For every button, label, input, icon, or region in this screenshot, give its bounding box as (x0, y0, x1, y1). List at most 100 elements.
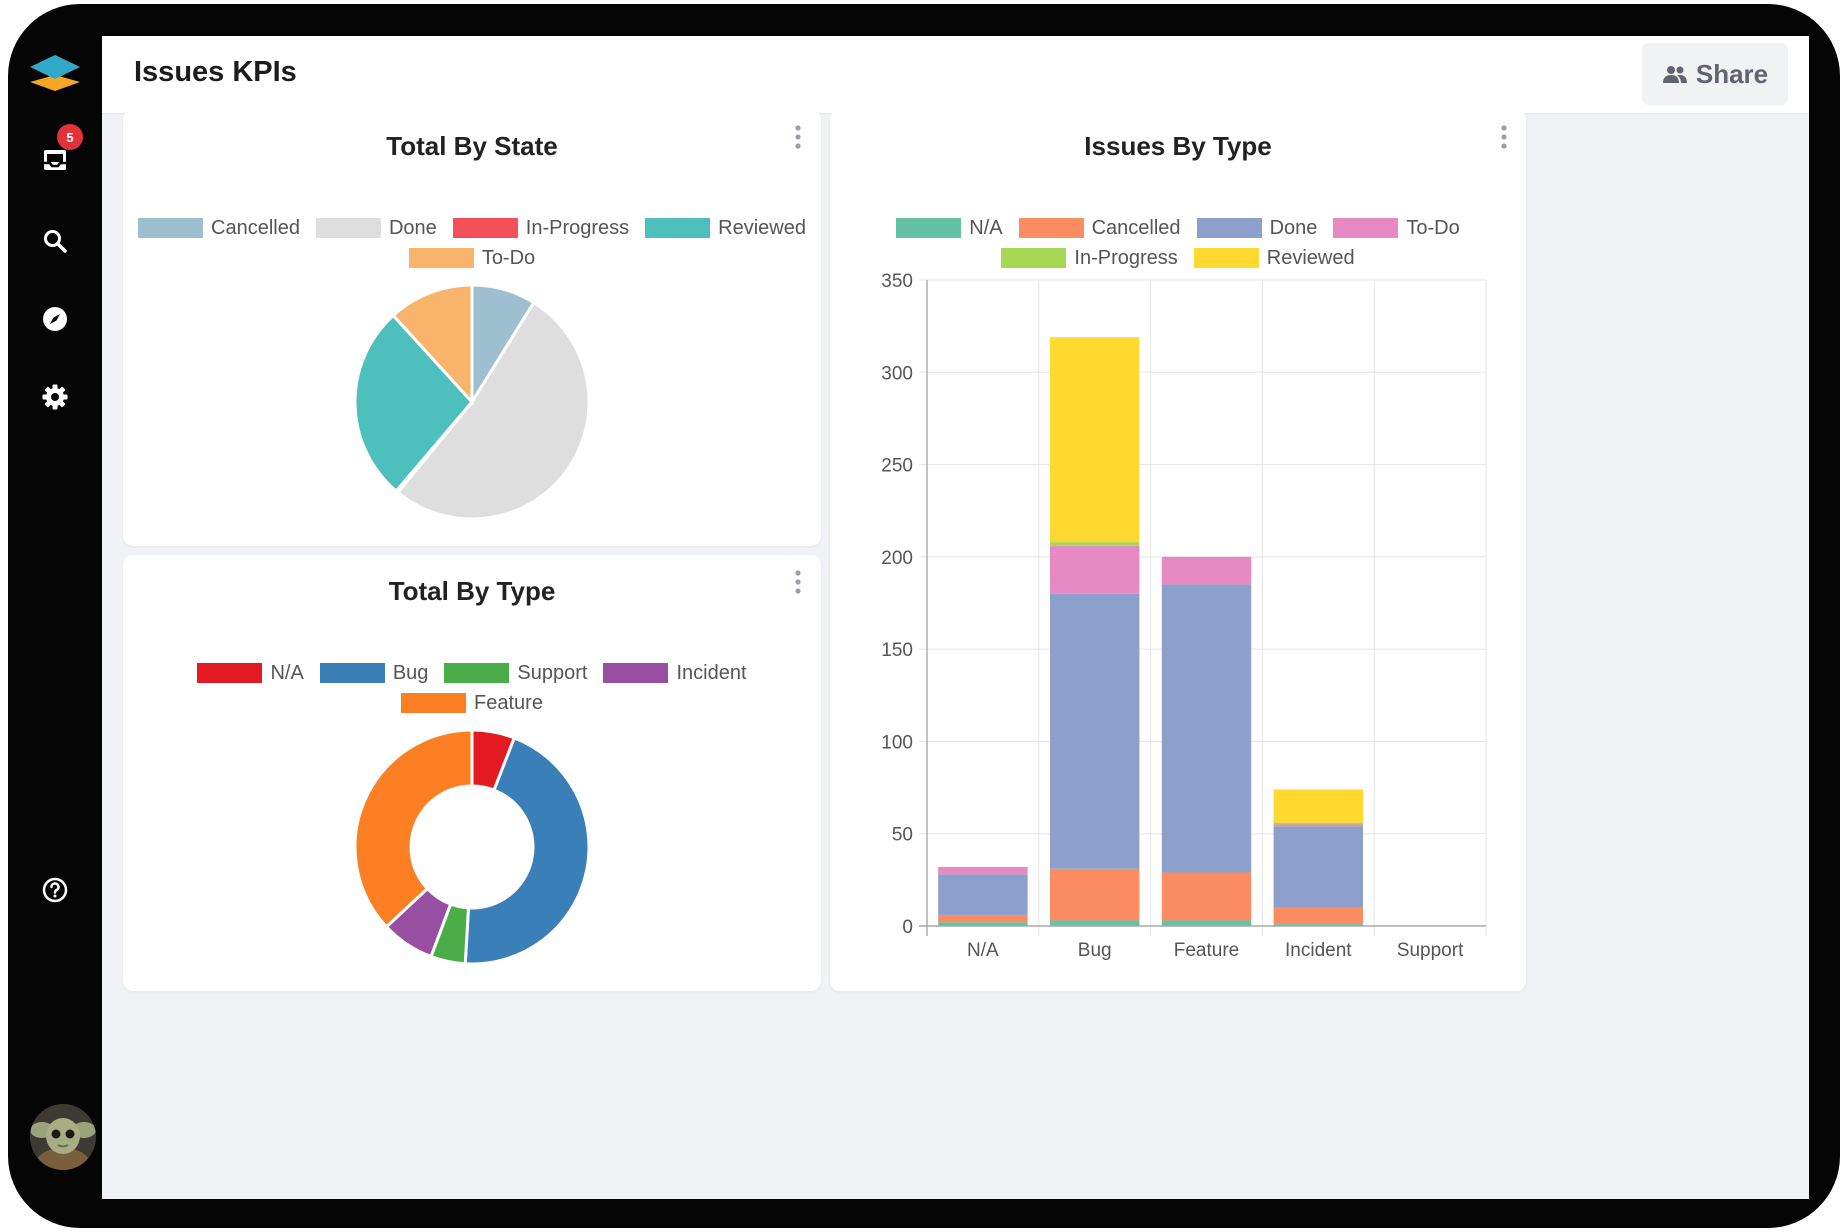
pie-slice-reviewed[interactable] (353, 313, 474, 494)
bar-segment-incident-cancelled[interactable] (1273, 907, 1364, 925)
legend-swatch (1018, 218, 1084, 238)
legend-item[interactable]: Cancelled (1018, 216, 1181, 240)
legend-item[interactable]: In-Progress (452, 217, 629, 240)
legend-item[interactable]: Done (1196, 216, 1318, 240)
sidebar: 5 (8, 4, 102, 1228)
bar-segment-incident-n-a[interactable] (1273, 924, 1364, 926)
card-title: Total By Type (388, 576, 556, 606)
legend-label: Reviewed (1266, 246, 1355, 269)
app-logo[interactable] (27, 48, 83, 96)
legend-swatch (197, 663, 263, 683)
inbox-button[interactable]: 5 (31, 124, 83, 184)
bar-segment-feature-n-a[interactable] (1161, 920, 1252, 926)
y-tick-label: 50 (892, 825, 913, 846)
user-avatar[interactable] (30, 1104, 96, 1170)
bar-segment-n-a-to-do[interactable] (938, 866, 1028, 875)
card-title: Total By State (386, 131, 558, 161)
legend-item[interactable]: Reviewed (645, 217, 806, 240)
settings-button[interactable] (31, 373, 79, 421)
main-content: Issues KPIs Share Total By State Cancell… (102, 36, 1809, 1199)
legend-item[interactable]: Incident (603, 661, 747, 685)
legend-label: Incident (676, 661, 747, 684)
legend-item[interactable]: Bug (319, 661, 429, 685)
y-tick-label: 350 (881, 271, 913, 292)
legend-row: In-Progress Reviewed (830, 243, 1526, 273)
legend-swatch (603, 663, 669, 683)
legend-label: Cancelled (1091, 216, 1181, 239)
legend-item[interactable]: Feature (401, 692, 543, 715)
bar-segment-incident-to-do[interactable] (1273, 824, 1364, 827)
bar-segment-bug-to-do[interactable] (1049, 545, 1140, 594)
more-options-icon[interactable] (788, 122, 808, 158)
legend-label: To-Do (481, 246, 536, 269)
y-tick-label: 200 (881, 548, 913, 569)
pie-slice-bug[interactable] (463, 735, 591, 966)
bar-segment-feature-cancelled[interactable] (1161, 872, 1252, 921)
x-tick-label: Incident (1285, 940, 1352, 961)
explore-button[interactable] (31, 295, 79, 343)
compass-icon (43, 307, 67, 331)
donut-chart-total-by-type (353, 728, 591, 966)
legend-swatch (645, 218, 711, 238)
help-button[interactable] (31, 866, 79, 914)
legend-label: Feature (474, 691, 543, 714)
x-tick-label: Support (1397, 940, 1464, 961)
bar-segment-bug-in-progress[interactable] (1049, 542, 1140, 546)
bar-segment-bug-cancelled[interactable] (1049, 868, 1140, 921)
legend-swatch (408, 248, 474, 268)
bar-segment-bug-done[interactable] (1049, 593, 1140, 869)
more-options-icon[interactable] (788, 567, 808, 603)
bar-segment-feature-to-do[interactable] (1161, 556, 1252, 585)
bar-segment-incident-reviewed[interactable] (1273, 789, 1364, 823)
legend-item[interactable]: Reviewed (1193, 246, 1355, 270)
legend-label: Done (1269, 216, 1318, 239)
legend-item[interactable]: N/A (197, 661, 304, 685)
legend-item[interactable]: Done (315, 216, 437, 240)
legend-item[interactable]: To-Do (1333, 217, 1460, 240)
legend-swatch (1333, 218, 1399, 238)
legend-swatch (319, 663, 385, 683)
more-options-icon[interactable] (1494, 122, 1514, 158)
legend-label: In-Progress (1074, 246, 1178, 269)
bar-segment-bug-reviewed[interactable] (1049, 337, 1140, 543)
pie-slice-feature[interactable] (353, 728, 474, 929)
bar-segment-feature-done[interactable] (1161, 584, 1252, 873)
legend-label: Reviewed (718, 216, 806, 239)
bar-segment-bug-n-a[interactable] (1049, 920, 1140, 926)
legend-label: Bug (392, 661, 429, 684)
chart-legend: Cancelled Done In-Progress Reviewed To-Do (123, 213, 821, 273)
bar-segment-n-a-done[interactable] (938, 874, 1028, 915)
pie-slice-to-do[interactable] (391, 283, 474, 406)
legend-row: Feature (123, 688, 821, 718)
pie-chart-total-by-state (353, 283, 591, 521)
legend-label: N/A (270, 661, 304, 684)
chart-legend: N/A Bug Support Incident Feature (123, 658, 821, 718)
chart-legend: N/A Cancelled Done To-Do In-Progress Reviewed (830, 213, 1526, 273)
search-button[interactable] (31, 217, 79, 265)
stacked-bar-chart-issues-by-type: 0 50 100 150 200 250 300 350 N/A Bug Feature Incide… (881, 271, 1487, 961)
legend-item[interactable]: N/A (896, 217, 1003, 240)
legend-swatch (896, 218, 962, 238)
legend-swatch (315, 218, 381, 238)
y-tick-label: 300 (881, 363, 913, 384)
bar-segment-n-a-cancelled[interactable] (938, 914, 1028, 923)
bar-segment-incident-done[interactable] (1273, 826, 1364, 908)
y-tick-label: 100 (881, 732, 913, 753)
legend-item[interactable]: To-Do (408, 246, 536, 270)
legend-item[interactable]: Support (444, 662, 587, 685)
device-frame: 5 (8, 4, 1840, 1228)
x-tick-label: Feature (1174, 940, 1239, 961)
bar-segment-incident-in-progress[interactable] (1273, 822, 1364, 825)
legend-item[interactable]: In-Progress (1001, 246, 1178, 270)
pie-slice-done[interactable] (395, 300, 591, 521)
card-total-by-type: Total By Type N/A Bug Support Incident Featu… (123, 555, 821, 991)
search-icon (44, 230, 67, 253)
legend-item[interactable]: Cancelled (138, 217, 300, 240)
people-icon (1662, 66, 1687, 83)
gear-icon (42, 384, 68, 410)
share-button[interactable]: Share (1642, 43, 1788, 105)
legend-row: To-Do (123, 243, 821, 273)
legend-label: Support (517, 661, 588, 684)
legend-label: Done (388, 216, 437, 239)
bar-segment-n-a-n-a[interactable] (938, 922, 1028, 926)
